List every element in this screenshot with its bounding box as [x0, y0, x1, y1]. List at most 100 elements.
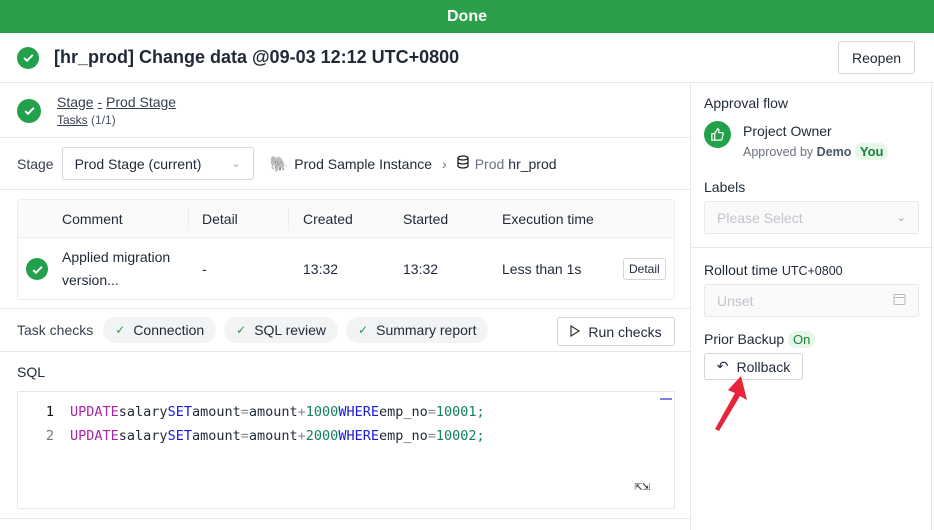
stage-done-icon	[17, 98, 41, 123]
chevron-down-icon: ⌄	[896, 212, 906, 224]
sql-token: salary	[118, 428, 168, 444]
sql-token: SET	[167, 404, 192, 420]
sql-token: WHERE	[338, 404, 379, 420]
sql-token: amount	[191, 428, 241, 444]
stage-link[interactable]: Stage	[57, 94, 94, 110]
stage-select-value: Prod Stage (current)	[74, 155, 202, 172]
sql-token: =	[240, 404, 249, 420]
stage-label: Stage	[17, 155, 54, 172]
check-sql-review[interactable]: ✓ SQL review	[224, 317, 339, 343]
sql-line: 1 UPDATE salary SET amount = amount + 100…	[18, 400, 674, 424]
line-number: 1	[45, 404, 54, 420]
sql-token: =	[427, 428, 436, 444]
stage-select[interactable]: Prod Stage (current) ⌄	[61, 147, 254, 180]
task-detail-button[interactable]: Detail	[623, 258, 666, 280]
task-done-icon	[26, 258, 48, 280]
thumbs-up-icon	[704, 121, 731, 148]
status-banner: Done	[0, 0, 934, 33]
line-number: 2	[45, 428, 54, 444]
approver: Project Owner Approved by Demo You	[704, 121, 889, 160]
postgres-icon: 🐘	[269, 155, 289, 173]
check-icon: ✓	[115, 323, 126, 337]
sql-line: 2 UPDATE salary SET amount = amount + 200…	[18, 424, 674, 448]
sql-token: SET	[167, 428, 192, 444]
undo-icon: ↶	[716, 358, 729, 374]
prod-stage-link[interactable]: Prod Stage	[106, 94, 177, 110]
task-checks-row: Task checks ✓ Connection ✓ SQL review ✓ Sum…	[0, 308, 690, 352]
sql-token: +	[297, 428, 306, 444]
calendar-icon	[893, 293, 906, 309]
task-execution-time: Less than 1s	[502, 261, 582, 277]
sidebar: Approval flow Project Owner Approved by …	[691, 84, 932, 530]
rollback-button[interactable]: ↶ Rollback	[704, 353, 803, 380]
you-tag: You	[854, 143, 889, 160]
rollout-time-label: Rollout time UTC+0800	[704, 262, 843, 278]
check-icon: ✓	[358, 323, 369, 337]
play-icon	[570, 324, 581, 340]
scrollbar-marker	[660, 398, 672, 400]
sql-token: =	[427, 404, 436, 420]
sql-label: SQL	[17, 364, 46, 380]
sql-token: emp_no	[378, 404, 428, 420]
stage-dash: -	[97, 94, 103, 110]
table-header: Comment Detail Created Started Execution…	[18, 200, 674, 238]
sql-token: amount	[248, 404, 298, 420]
approver-name: Demo	[816, 145, 852, 159]
expand-icon[interactable]: ⇱⇲	[634, 479, 650, 494]
tasks-count: (1/1)	[91, 113, 116, 127]
environment-label: Prod	[474, 155, 505, 172]
col-started: Started	[403, 210, 449, 227]
col-detail: Detail	[202, 210, 238, 227]
sql-token: amount	[191, 404, 241, 420]
col-created: Created	[303, 210, 353, 227]
approved-by: Approved by	[743, 145, 814, 159]
issue-header: [hr_prod] Change data @09-03 12:12 UTC+0…	[0, 33, 934, 83]
sql-editor[interactable]: 1 UPDATE salary SET amount = amount + 100…	[17, 391, 675, 509]
check-icon: ✓	[236, 323, 247, 337]
approver-role: Project Owner	[743, 123, 832, 139]
annotation-arrow-icon	[715, 376, 747, 431]
prior-backup-status: On	[788, 331, 816, 348]
sql-token: 2000	[305, 428, 339, 444]
task-started: 13:32	[403, 261, 439, 277]
sql-token: 10001;	[435, 404, 485, 420]
task-comment: Applied migration version...	[62, 249, 171, 288]
task-table: Comment Detail Created Started Execution…	[17, 199, 675, 300]
labels-label: Labels	[704, 179, 746, 195]
tasks-link[interactable]: Tasks	[57, 113, 88, 127]
approval-flow-label: Approval flow	[704, 95, 789, 111]
labels-select[interactable]: Please Select ⌄	[704, 201, 919, 234]
run-checks-button[interactable]: Run checks	[557, 317, 675, 346]
chevron-down-icon: ⌄	[231, 158, 241, 170]
sql-token: +	[297, 404, 306, 420]
stage-row: Stage Prod Stage (current) ⌄ 🐘 Prod Sampl…	[0, 138, 690, 190]
chevron-right-icon: ›	[442, 155, 447, 172]
reopen-button[interactable]: Reopen	[838, 41, 915, 74]
col-execution-time: Execution time	[502, 210, 594, 227]
sql-token: amount	[248, 428, 298, 444]
check-summary-report[interactable]: ✓ Summary report	[346, 317, 489, 343]
rollout-time-picker[interactable]: Unset	[704, 284, 919, 317]
sql-token: =	[240, 428, 249, 444]
timezone: UTC+0800	[781, 264, 843, 278]
task-created: 13:32	[303, 261, 339, 277]
main-panel: Stage - Prod Stage Tasks (1/1) Stage Pro…	[0, 84, 691, 530]
sql-token: 10002;	[435, 428, 485, 444]
sql-token: UPDATE	[70, 428, 119, 444]
sql-token: WHERE	[338, 428, 379, 444]
check-connection[interactable]: ✓ Connection	[103, 317, 217, 343]
col-comment: Comment	[62, 210, 123, 227]
sql-token: 1000	[305, 404, 339, 420]
prior-backup-label: Prior Backup On	[704, 331, 816, 348]
instance-link[interactable]: Prod Sample Instance	[294, 155, 433, 172]
database-icon	[457, 155, 469, 172]
table-row[interactable]: Applied migration version... - 13:32 13:3…	[18, 238, 674, 300]
status-text: Done	[447, 7, 487, 25]
sql-token: UPDATE	[70, 404, 119, 420]
sql-token: salary	[118, 404, 168, 420]
stage-header: Stage - Prod Stage Tasks (1/1)	[0, 84, 690, 138]
task-checks-label: Task checks	[17, 322, 94, 338]
database-link[interactable]: hr_prod	[508, 155, 557, 172]
task-detail: -	[202, 261, 207, 277]
sql-token: emp_no	[378, 428, 428, 444]
